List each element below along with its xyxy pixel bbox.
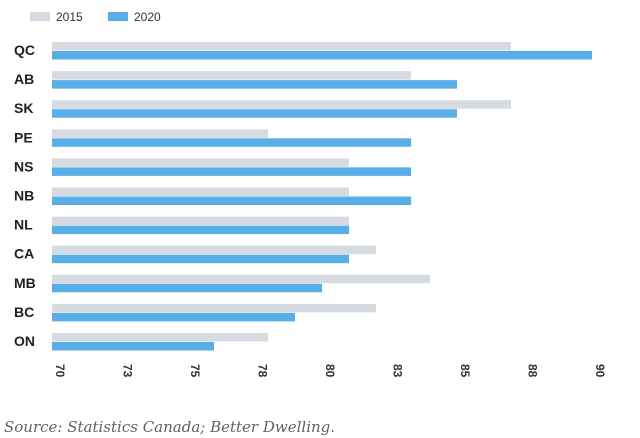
category-label-MB: MB — [14, 275, 36, 291]
bar-PE-2020 — [52, 138, 412, 147]
bar-BC-2020 — [52, 312, 295, 322]
x-tick-85: 85 — [458, 364, 472, 378]
x-tick-78: 78 — [256, 364, 270, 378]
category-label-AB: AB — [14, 71, 34, 87]
x-tick-88: 88 — [526, 364, 540, 378]
category-label-NS: NS — [14, 158, 33, 174]
bar-NS-2015 — [52, 158, 349, 167]
category-label-CA: CA — [14, 246, 34, 262]
x-tick-75: 75 — [188, 364, 202, 378]
bar-MB-2020 — [52, 283, 322, 293]
legend-swatch-2020 — [108, 12, 128, 21]
category-label-PE: PE — [14, 129, 33, 145]
category-label-ON: ON — [14, 333, 35, 349]
source-note: Source: Statistics Canada; Better Dwelli… — [4, 418, 336, 436]
category-label-BC: BC — [14, 304, 34, 320]
bar-SK-2020 — [52, 109, 457, 118]
category-label-NB: NB — [14, 188, 34, 204]
category-labels: QC AB SK PE NS NB NL CA MB BC ON — [14, 42, 36, 349]
bar-NS-2020 — [52, 167, 412, 176]
bar-QC-2015 — [52, 42, 511, 51]
bar-chart: 2015 2020 QC AB SK PE NS NB NL CA MB BC ON 70 73 75 78… — [14, 10, 607, 378]
bar-NL-2015 — [52, 216, 349, 226]
legend-label-2015: 2015 — [56, 10, 83, 24]
x-axis-ticks: 70 73 75 78 80 83 85 88 90 — [53, 364, 607, 378]
bar-NB-2020 — [52, 196, 412, 205]
legend: 2015 2020 — [30, 10, 161, 24]
bar-ON-2015 — [52, 333, 268, 342]
x-tick-73: 73 — [121, 364, 135, 378]
category-label-NL: NL — [14, 217, 33, 233]
category-label-QC: QC — [14, 42, 35, 58]
x-tick-90: 90 — [593, 364, 607, 378]
bar-CA-2020 — [52, 254, 349, 264]
legend-swatch-2015 — [30, 12, 50, 21]
bar-AB-2015 — [52, 71, 412, 80]
bar-CA-2015 — [52, 245, 376, 255]
bar-AB-2020 — [52, 80, 457, 89]
bar-MB-2015 — [52, 274, 430, 284]
bar-QC-2020 — [52, 51, 592, 60]
category-label-SK: SK — [14, 100, 33, 116]
bar-NL-2020 — [52, 225, 349, 235]
bars — [52, 42, 592, 351]
legend-label-2020: 2020 — [134, 10, 161, 24]
bar-ON-2020 — [52, 342, 214, 351]
bar-PE-2015 — [52, 129, 268, 138]
bar-SK-2015 — [52, 100, 511, 109]
x-tick-70: 70 — [53, 364, 67, 378]
x-tick-83: 83 — [391, 364, 405, 378]
x-tick-80: 80 — [323, 364, 337, 378]
bar-BC-2015 — [52, 303, 376, 313]
bar-NB-2015 — [52, 187, 349, 196]
